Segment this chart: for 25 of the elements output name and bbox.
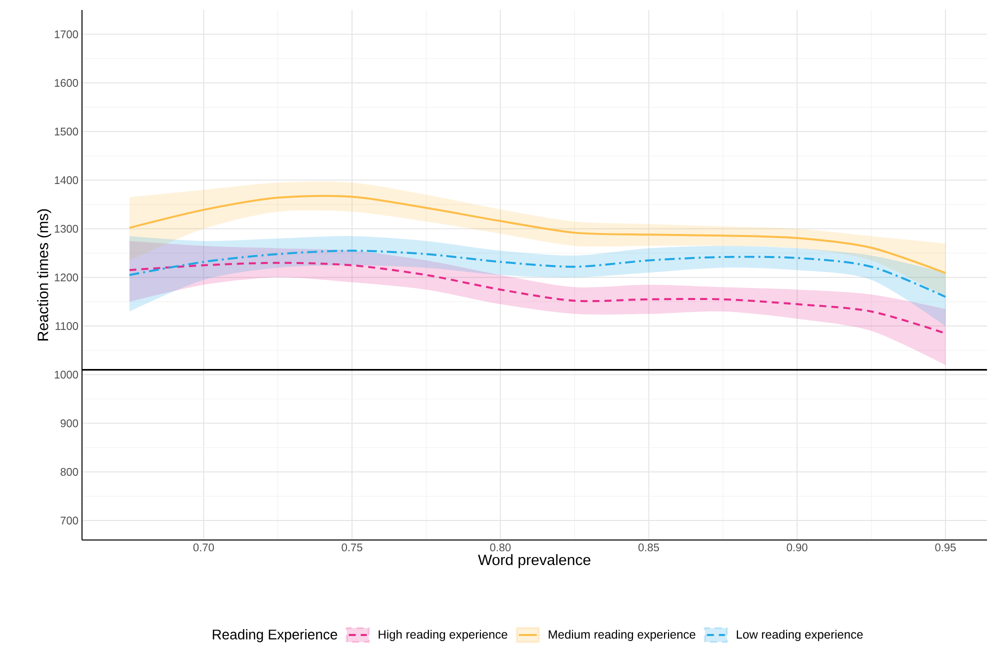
y-tick-label: 1400 bbox=[54, 176, 78, 184]
legend-title: Reading Experience bbox=[212, 629, 338, 642]
y-axis-title: Reaction times (ms) bbox=[37, 209, 52, 340]
y-tick-label: 1500 bbox=[54, 128, 78, 136]
x-tick-label: 0.80 bbox=[490, 544, 511, 552]
y-tick-label: 1700 bbox=[54, 30, 78, 38]
legend-label: High reading experience bbox=[378, 630, 508, 642]
x-tick-label: 0.70 bbox=[193, 544, 214, 552]
legend-label: Medium reading experience bbox=[548, 630, 696, 642]
line-series bbox=[128, 194, 946, 274]
line-series bbox=[128, 250, 946, 298]
x-tick-label: 0.90 bbox=[786, 544, 808, 552]
y-tick-label: 900 bbox=[60, 419, 78, 428]
y-tick-label: 1300 bbox=[54, 224, 78, 233]
y-tick-label: 700 bbox=[60, 516, 78, 524]
x-tick-label: 0.95 bbox=[935, 544, 956, 552]
x-tick-label: 0.75 bbox=[342, 544, 362, 552]
y-tick-label: 1100 bbox=[56, 322, 78, 330]
y-tick-label: 1600 bbox=[54, 79, 78, 87]
y-tick-label: 800 bbox=[60, 468, 78, 476]
y-tick-label: 1200 bbox=[54, 274, 78, 282]
x-axis-title: Word prevalence bbox=[478, 554, 590, 568]
x-tick-label: 0.85 bbox=[638, 544, 659, 552]
y-tick-label: 1000 bbox=[54, 370, 78, 379]
legend-label: Low reading experience bbox=[736, 630, 863, 642]
